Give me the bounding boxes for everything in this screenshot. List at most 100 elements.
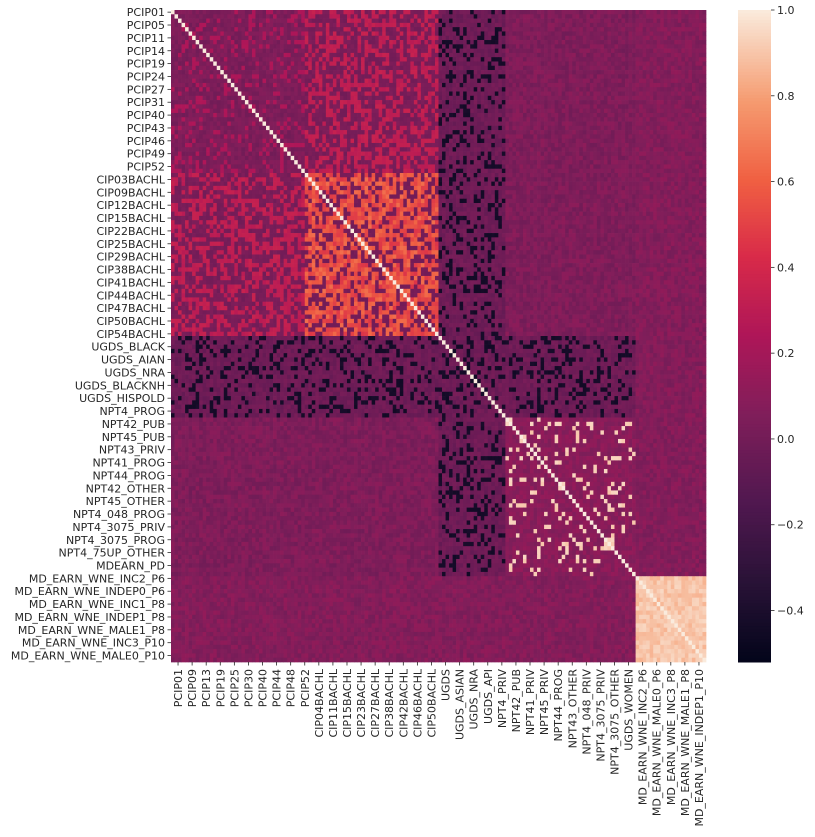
heatmap-cell: [568, 14, 573, 19]
heatmap-cell: [614, 18, 619, 24]
heatmap-cell: [452, 10, 457, 15]
heatmap-cell: [470, 44, 475, 49]
heatmap-cell: [494, 74, 499, 79]
heatmap-cell: [357, 104, 362, 110]
heatmap-cell: [283, 48, 288, 54]
heatmap-cell: [625, 27, 629, 32]
heatmap-cell: [311, 61, 316, 67]
heatmap-cell: [596, 87, 601, 92]
heatmap-cell: [625, 31, 629, 37]
heatmap-cell: [551, 70, 556, 75]
heatmap-cell: [280, 82, 284, 88]
heatmap-cell: [473, 134, 478, 140]
heatmap-cell: [596, 78, 601, 84]
heatmap-cell: [698, 121, 703, 127]
heatmap-cell: [681, 61, 686, 67]
heatmap-cell: [582, 27, 587, 32]
heatmap-cell: [346, 18, 351, 24]
heatmap-cell: [512, 147, 517, 152]
heatmap-cell: [494, 35, 499, 41]
heatmap-cell: [487, 22, 492, 28]
heatmap-cell: [382, 65, 387, 71]
heatmap-cell: [667, 57, 672, 62]
heatmap-cell: [287, 100, 292, 105]
heatmap-cell: [515, 125, 520, 131]
heatmap-cell: [266, 35, 270, 41]
heatmap-cell: [322, 112, 327, 118]
heatmap-cell: [681, 27, 686, 32]
heatmap-cell: [227, 14, 232, 19]
heatmap-cell: [445, 10, 450, 15]
heatmap-cell: [688, 142, 693, 148]
heatmap-cell: [329, 91, 334, 97]
heatmap-cell: [459, 100, 464, 105]
heatmap-cell: [674, 31, 679, 37]
heatmap-cell: [515, 44, 520, 49]
heatmap-cell: [530, 125, 534, 131]
heatmap-cell: [234, 142, 239, 148]
heatmap-cell: [470, 31, 475, 37]
heatmap-cell: [530, 70, 534, 75]
heatmap-cell: [677, 108, 682, 114]
heatmap-cell: [234, 61, 239, 67]
heatmap-cell: [667, 10, 672, 15]
heatmap-cell: [646, 78, 651, 84]
heatmap-cell: [315, 108, 320, 114]
heatmap-cell: [632, 82, 636, 88]
heatmap-cell: [434, 100, 439, 105]
heatmap-cell: [308, 112, 313, 118]
heatmap-cell: [491, 104, 496, 110]
heatmap-cell: [452, 18, 457, 24]
heatmap-cell: [565, 87, 570, 92]
heatmap-cell: [505, 138, 510, 144]
heatmap-cell: [276, 48, 281, 54]
heatmap-cell: [269, 70, 274, 75]
heatmap-cell: [642, 125, 647, 131]
heatmap-cell: [273, 10, 277, 15]
heatmap-cell: [244, 18, 249, 24]
heatmap-cell: [551, 27, 556, 32]
heatmap-cell: [494, 108, 499, 114]
heatmap-cell: [244, 147, 249, 152]
heatmap-cell: [329, 44, 334, 49]
heatmap-cell: [392, 108, 397, 114]
heatmap-cell: [357, 14, 362, 19]
heatmap-cell: [639, 130, 643, 135]
heatmap-cell: [547, 142, 552, 148]
heatmap-cell: [603, 74, 608, 79]
heatmap-cell: [589, 74, 594, 79]
heatmap-cell: [477, 18, 482, 24]
heatmap-cell: [674, 112, 679, 118]
heatmap-cell: [473, 100, 478, 105]
heatmap-cell: [586, 70, 591, 75]
heatmap-cell: [688, 48, 693, 54]
heatmap-cell: [603, 57, 608, 62]
heatmap-cell: [192, 91, 196, 97]
heatmap-cell: [473, 65, 478, 71]
heatmap-cell: [537, 74, 541, 79]
heatmap-cell: [572, 130, 577, 135]
heatmap-cell: [392, 82, 397, 88]
heatmap-cell: [625, 95, 629, 101]
heatmap-cell: [266, 61, 270, 67]
heatmap-cell: [445, 22, 450, 28]
heatmap-cell: [487, 44, 492, 49]
heatmap-cell: [343, 74, 348, 79]
heatmap-cell: [202, 100, 207, 105]
heatmap-cell: [368, 18, 372, 24]
heatmap-cell: [199, 40, 204, 45]
heatmap-cell: [371, 95, 376, 101]
heatmap-cell: [308, 87, 313, 92]
heatmap-cell: [459, 108, 464, 114]
heatmap-cell: [266, 18, 270, 24]
heatmap-cell: [452, 82, 457, 88]
heatmap-cell: [466, 100, 471, 105]
heatmap-cell: [628, 40, 633, 45]
heatmap-cell: [544, 52, 548, 58]
heatmap-cell: [339, 95, 344, 101]
heatmap-cell: [318, 82, 323, 88]
heatmap-cell: [491, 31, 496, 37]
heatmap-cell: [522, 78, 527, 84]
heatmap-cell: [691, 74, 696, 79]
heatmap-cell: [206, 57, 211, 62]
